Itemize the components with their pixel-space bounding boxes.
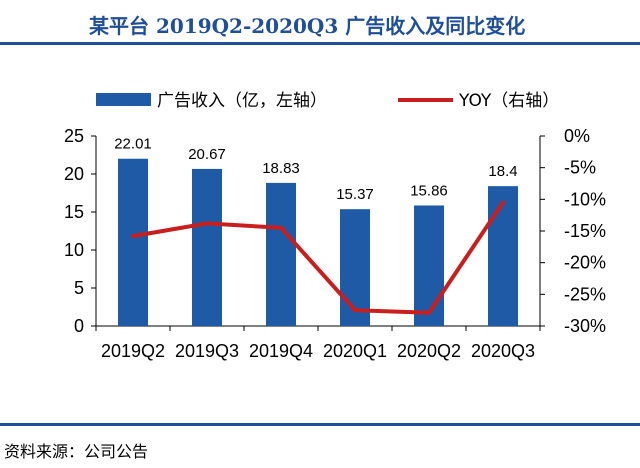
legend: 广告收入（亿，左轴） YOY（右轴） [96, 91, 559, 111]
left-axis-tick-label: 25 [64, 126, 84, 146]
yoy-point [427, 310, 431, 315]
bar [340, 209, 370, 326]
bar-data-label: 15.37 [336, 186, 374, 203]
bar-series [118, 158, 518, 326]
yoy-point [131, 234, 135, 239]
right-axis-tick-label: 0% [564, 126, 590, 146]
bar [488, 186, 518, 326]
bar [118, 158, 148, 326]
bar [266, 182, 296, 326]
left-axis-tick-label: 0 [74, 316, 84, 336]
x-axis-tick-label: 2019Q3 [175, 341, 239, 361]
x-axis-tick-label: 2020Q3 [471, 341, 535, 361]
x-axis-tick-label: 2019Q4 [249, 341, 313, 361]
data-labels: 22.01 20.67 18.83 15.37 15.86 18.4 [114, 136, 517, 203]
yoy-point [279, 225, 283, 230]
chart-title: 某平台 2019Q2-2020Q3 广告收入及同比变化 [89, 14, 526, 38]
x-axis-tick-label: 2020Q2 [397, 341, 461, 361]
right-axis-tick-label: -10% [564, 189, 606, 209]
right-axis-tick-label: -15% [564, 221, 606, 241]
bar-data-label: 18.4 [488, 163, 517, 180]
source-note: 资料来源：公司公告 [4, 442, 149, 461]
bar [192, 168, 222, 326]
yoy-point [501, 200, 505, 205]
bar-data-label: 20.67 [188, 146, 226, 163]
bottom-divider [0, 423, 640, 426]
left-axis-tick-label: 20 [64, 164, 84, 184]
x-axis-tick-label: 2020Q1 [323, 341, 387, 361]
yoy-point [205, 221, 209, 226]
axes: 0 5 10 15 20 25 0% -5% -10% -15% -20% -25% -30% 2019Q… [64, 126, 606, 361]
bar [414, 205, 444, 326]
line-series [131, 200, 505, 315]
top-divider [0, 42, 640, 45]
x-axis-tick-label: 2019Q2 [101, 341, 165, 361]
bar-data-label: 22.01 [114, 136, 152, 153]
legend-bar-swatch [96, 93, 151, 106]
left-axis-tick-label: 10 [64, 240, 84, 260]
bar-data-label: 15.86 [410, 182, 448, 199]
right-axis-tick-label: -5% [564, 158, 596, 178]
right-axis-tick-label: -25% [564, 284, 606, 304]
left-axis-tick-label: 15 [64, 202, 84, 222]
yoy-line [132, 201, 505, 315]
legend-bar-label: 广告收入（亿，左轴） [157, 91, 327, 111]
right-axis-tick-label: -20% [564, 253, 606, 273]
left-axis-tick-label: 5 [74, 278, 84, 298]
right-axis-tick-label: -30% [564, 316, 606, 336]
combo-chart: 广告收入（亿，左轴） YOY（右轴） 0 5 10 15 20 25 0% -5% -10% -1… [64, 91, 606, 361]
bar-data-label: 18.83 [262, 160, 300, 177]
yoy-point [353, 308, 357, 313]
legend-line-label: YOY（右轴） [458, 91, 559, 111]
